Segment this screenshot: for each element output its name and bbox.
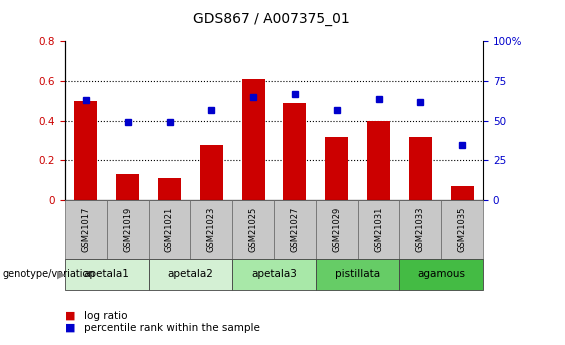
- FancyBboxPatch shape: [232, 200, 274, 259]
- Text: ■: ■: [65, 323, 76, 333]
- Text: ■: ■: [65, 311, 76, 321]
- Text: pistillata: pistillata: [335, 269, 380, 279]
- Text: log ratio: log ratio: [84, 311, 127, 321]
- Bar: [451, 186, 473, 200]
- Bar: [284, 103, 306, 200]
- Bar: [325, 137, 348, 200]
- Text: agamous: agamous: [418, 269, 465, 279]
- Text: apetala1: apetala1: [84, 269, 130, 279]
- FancyBboxPatch shape: [65, 200, 107, 259]
- FancyBboxPatch shape: [149, 200, 190, 259]
- FancyBboxPatch shape: [316, 259, 399, 290]
- Text: GSM21025: GSM21025: [249, 207, 258, 252]
- Text: GSM21031: GSM21031: [374, 207, 383, 252]
- Text: GSM21033: GSM21033: [416, 207, 425, 252]
- Bar: [367, 121, 390, 200]
- FancyBboxPatch shape: [65, 259, 149, 290]
- Text: apetala2: apetala2: [167, 269, 214, 279]
- Bar: [409, 137, 432, 200]
- Bar: [116, 174, 139, 200]
- Bar: [75, 101, 97, 200]
- FancyBboxPatch shape: [274, 200, 316, 259]
- Text: GSM21027: GSM21027: [290, 207, 299, 252]
- Text: apetala3: apetala3: [251, 269, 297, 279]
- Bar: [158, 178, 181, 200]
- FancyBboxPatch shape: [190, 200, 232, 259]
- Text: GSM21017: GSM21017: [81, 207, 90, 252]
- FancyBboxPatch shape: [441, 200, 483, 259]
- Bar: [242, 79, 264, 200]
- Text: GSM21019: GSM21019: [123, 207, 132, 252]
- Text: percentile rank within the sample: percentile rank within the sample: [84, 323, 259, 333]
- Text: GSM21035: GSM21035: [458, 207, 467, 252]
- FancyBboxPatch shape: [316, 200, 358, 259]
- FancyBboxPatch shape: [358, 200, 399, 259]
- Text: GSM21023: GSM21023: [207, 207, 216, 252]
- Text: GSM21029: GSM21029: [332, 207, 341, 252]
- FancyBboxPatch shape: [232, 259, 316, 290]
- FancyBboxPatch shape: [399, 200, 441, 259]
- Text: genotype/variation: genotype/variation: [3, 269, 95, 279]
- Text: ▶: ▶: [56, 269, 66, 279]
- FancyBboxPatch shape: [107, 200, 149, 259]
- Text: GDS867 / A007375_01: GDS867 / A007375_01: [193, 12, 350, 26]
- Bar: [200, 145, 223, 200]
- FancyBboxPatch shape: [149, 259, 232, 290]
- FancyBboxPatch shape: [399, 259, 483, 290]
- Text: GSM21021: GSM21021: [165, 207, 174, 252]
